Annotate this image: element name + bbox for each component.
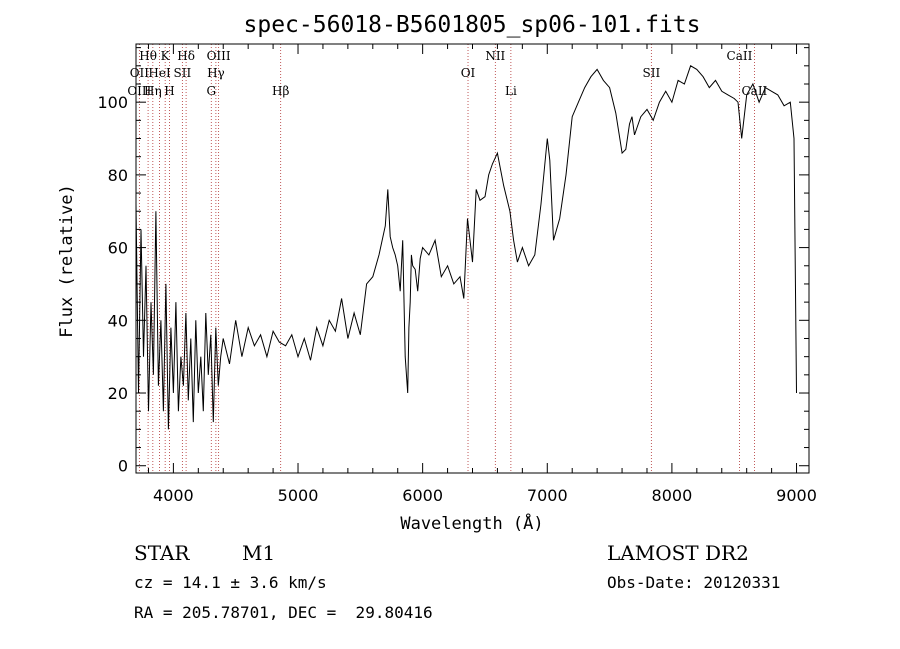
flux-series-line — [135, 65, 797, 430]
x-axis-ticks: 4000 5000 6000 7000 8000 9000 — [147, 44, 817, 505]
spectral-line-label: Hη — [144, 84, 162, 98]
object-class: STAR — [134, 541, 190, 565]
y-tick-label: 20 — [108, 384, 128, 403]
y-tick-label: 100 — [97, 93, 128, 112]
spectral-line-label: OI — [461, 66, 476, 80]
spectral-line-label: OIII — [207, 49, 231, 63]
x-tick-label: 8000 — [652, 486, 693, 505]
spectral-line-label: Hγ — [207, 66, 225, 80]
spectral-line-label: SII — [174, 66, 192, 80]
spectral-line-label: CaII — [741, 84, 767, 98]
spectral-line-markers — [138, 44, 755, 473]
spectral-line-label: Li — [505, 84, 517, 98]
x-tick-label: 4000 — [153, 486, 194, 505]
survey-name: LAMOST DR2 — [607, 541, 749, 565]
x-tick-label: 9000 — [776, 486, 817, 505]
x-tick-label: 5000 — [278, 486, 319, 505]
chart-title: spec-56018-B5601805_sp06-101.fits — [244, 12, 701, 38]
spectral-line-label: OII — [130, 66, 150, 80]
x-tick-label: 7000 — [527, 486, 568, 505]
spectral-line-label: H — [164, 84, 174, 98]
x-tick-label: 6000 — [402, 486, 443, 505]
spectral-line-label: CaII — [727, 49, 753, 63]
spectral-line-label: Hδ — [177, 49, 195, 63]
spectral-line-label: HeI — [148, 66, 171, 80]
sky-coordinates: RA = 205.78701, DEC = 29.80416 — [134, 603, 433, 622]
y-tick-label: 40 — [108, 311, 128, 330]
spectral-line-label: Hβ — [272, 84, 289, 98]
spectral-line-label: K — [161, 49, 171, 63]
object-subclass: M1 — [242, 541, 276, 565]
spectral-line-label: OIII — [127, 84, 151, 98]
x-axis-label: Wavelength (Å) — [400, 512, 543, 534]
y-tick-label: 60 — [108, 239, 128, 258]
redshift-velocity: cz = 14.1 ± 3.6 km/s — [134, 573, 327, 592]
spectral-line-label: NII — [485, 49, 505, 63]
spectral-line-label: SII — [642, 66, 660, 80]
y-tick-label: 80 — [108, 166, 128, 185]
y-axis-ticks: 0 20 40 60 80 100 — [97, 47, 809, 476]
spectral-line-label: Hθ — [139, 49, 157, 63]
observation-date: Obs-Date: 20120331 — [607, 573, 781, 592]
y-tick-label: 0 — [118, 457, 128, 476]
y-axis-label: Flux (relative) — [57, 184, 77, 338]
spectral-line-label: G — [206, 84, 216, 98]
